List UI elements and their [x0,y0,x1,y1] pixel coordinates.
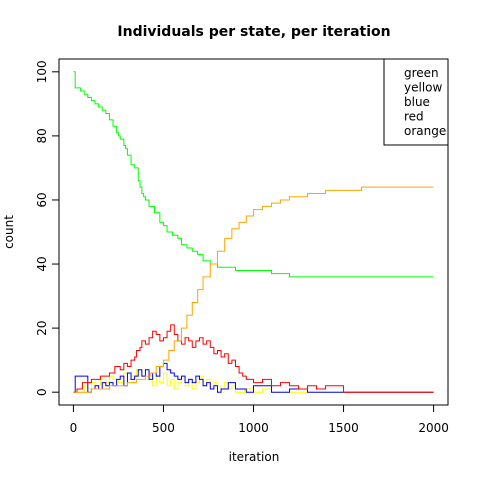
x-tick-label: 1000 [238,421,269,435]
series-line-blue [73,362,434,393]
x-axis: 0 500 1000 1500 2000 [70,404,449,435]
chart-title: Individuals per state, per iteration [117,24,390,40]
series-line-orange [73,186,434,393]
series-layer [73,71,434,393]
y-axis-label: count [2,215,16,249]
series-line-green [73,71,434,278]
series-line-red [73,324,434,393]
y-tick-label: 80 [35,128,49,143]
x-tick-label: 1500 [328,421,359,435]
legend-entry-green: green [404,66,439,80]
x-axis-label: iteration [229,450,280,464]
y-tick-label: 40 [35,256,49,271]
legend-entry-orange: orange [404,124,446,138]
y-tick-label: 20 [35,320,49,335]
legend-entry-red: red [404,110,424,124]
x-tick-label: 0 [70,421,78,435]
y-tick-label: 0 [35,388,49,396]
y-tick-label: 60 [35,192,49,207]
x-tick-label: 500 [152,421,175,435]
y-tick-label: 100 [35,60,49,83]
legend-entry-yellow: yellow [404,81,442,95]
legend-box [383,58,449,146]
legend-entry-blue: blue [404,95,430,109]
y-axis: 0 20 40 60 80 100 [35,60,60,396]
x-tick-label: 2000 [418,421,449,435]
